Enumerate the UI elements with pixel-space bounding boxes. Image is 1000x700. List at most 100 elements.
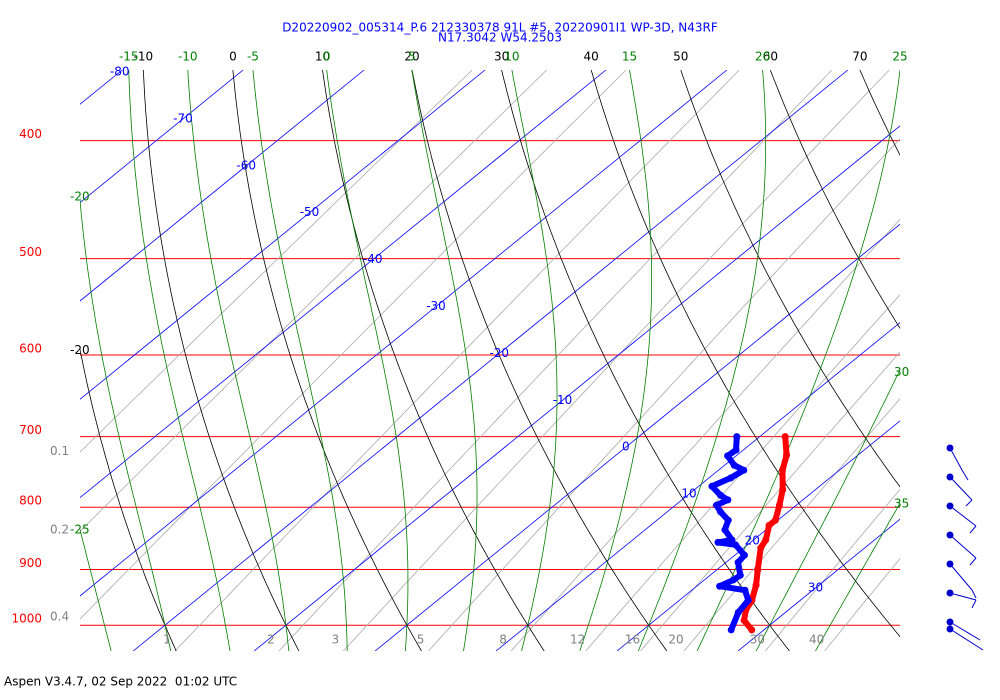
- moist-adiabat-label: 20: [755, 50, 770, 64]
- moist-adiabat: [80, 528, 112, 651]
- profile-point: [748, 626, 756, 634]
- dry-adiabat: [232, 70, 422, 651]
- profile-point: [741, 586, 749, 594]
- mixing-ratio-label: 1: [163, 633, 171, 647]
- y-tick-label: 800: [19, 494, 42, 508]
- dry-adiabat-label: 10: [315, 50, 330, 64]
- profile-point: [752, 581, 760, 589]
- profile-point: [729, 576, 737, 584]
- mixing-ratio-label: 0.1: [50, 444, 69, 458]
- moist-adiabat-label: -5: [247, 50, 259, 64]
- mixing-ratio-label: 12: [570, 633, 585, 647]
- moist-adiabat: [815, 502, 900, 651]
- isotherm: [737, 518, 900, 651]
- isotherm-label: -50: [300, 205, 320, 219]
- profile-point: [771, 516, 779, 524]
- mixing-ratio-line: [278, 70, 833, 651]
- profile-point: [733, 433, 741, 441]
- mixing-ratio-line: [764, 488, 900, 651]
- dry-adiabat: [411, 70, 668, 651]
- profile-point: [728, 536, 736, 544]
- wind-barbs: [946, 444, 984, 651]
- profile-point: [714, 538, 722, 546]
- profile-point: [724, 516, 732, 524]
- dry-adiabat-label: 30: [494, 50, 509, 64]
- dry-adiabat-label: -10: [134, 50, 154, 64]
- moist-adiabat: [511, 70, 558, 651]
- profile-point: [721, 526, 729, 534]
- y-tick-label: 500: [19, 245, 42, 259]
- dry-adiabat: [680, 70, 900, 488]
- profile-point: [732, 446, 740, 454]
- profile-point: [730, 461, 738, 469]
- profile-point: [713, 501, 721, 509]
- dry-adiabat-label: 20: [404, 50, 419, 64]
- chart-subtitle: N17.3042 W54.2503: [438, 31, 562, 45]
- moist-adiabat-label: 30: [894, 365, 909, 379]
- dry-adiabat: [142, 70, 300, 651]
- dry-adiabat-label: 70: [852, 50, 867, 64]
- isotherm: [80, 70, 728, 597]
- isotherm: [80, 70, 607, 499]
- profile-point: [740, 616, 748, 624]
- profile-point: [744, 596, 752, 604]
- isotherm: [80, 70, 486, 400]
- isotherm-label: -80: [110, 65, 130, 79]
- isotherm-label: -70: [173, 111, 193, 125]
- moist-adiabat-label: 5: [408, 50, 416, 64]
- profile-point: [775, 501, 783, 509]
- dry-adiabat: [80, 347, 177, 651]
- dry-adiabat: [769, 70, 900, 329]
- profile-point: [779, 486, 787, 494]
- isotherm-label: -20: [489, 346, 509, 360]
- mixing-ratio-label: 0.4: [50, 610, 69, 624]
- isotherm: [495, 322, 900, 651]
- moist-adiabat: [637, 70, 767, 651]
- mixing-ratio-line: [428, 138, 900, 651]
- moist-adiabat: [252, 70, 348, 651]
- isotherm: [374, 223, 900, 651]
- isotherm: [80, 70, 244, 204]
- moist-adiabat-label: 10: [504, 50, 519, 64]
- isotherm: [253, 125, 900, 651]
- mixing-ratio-line: [824, 557, 900, 651]
- profile-point: [731, 541, 739, 549]
- profile-point: [762, 536, 770, 544]
- profile-point: [740, 466, 748, 474]
- isotherm-label: 10: [681, 487, 696, 501]
- profile-point: [708, 482, 716, 490]
- mixing-ratio-line: [585, 294, 900, 651]
- isotherm-label: 30: [808, 580, 823, 594]
- mixing-ratio-line: [80, 70, 627, 620]
- chart-title: D20220902_005314_P.6 212330378 91L #5, 2…: [282, 21, 718, 35]
- profile-point: [734, 608, 742, 616]
- profile-point: [734, 558, 742, 566]
- moist-adiabat-label: -15: [119, 50, 139, 64]
- moist-adiabat: [755, 368, 900, 651]
- profile-point: [716, 491, 724, 499]
- dry-adiabat-label: 40: [584, 50, 599, 64]
- profile-point: [727, 626, 735, 634]
- moist-adiabat-label: -20: [70, 189, 90, 203]
- moist-adiabat: [80, 195, 172, 651]
- profile-point: [765, 521, 773, 529]
- mixing-ratio-line: [510, 218, 900, 651]
- isotherm-label: -30: [426, 299, 446, 313]
- dry-adiabat-label: 0: [229, 50, 237, 64]
- mixing-ratio-label: 2: [267, 633, 275, 647]
- mixing-ratio-line: [174, 70, 740, 651]
- mixing-ratio-line: [80, 70, 547, 532]
- isotherm-label: 20: [745, 534, 760, 548]
- isotherm: [132, 70, 849, 651]
- y-tick-label: 900: [19, 556, 42, 570]
- profile-point: [781, 433, 789, 441]
- moist-adiabat: [326, 70, 409, 651]
- mixing-ratio-label: 20: [668, 633, 683, 647]
- mixing-ratio-label: 3: [331, 633, 339, 647]
- y-tick-label: 1000: [11, 612, 42, 626]
- dry-adiabat-label: 60: [763, 50, 778, 64]
- profile-point: [727, 474, 735, 482]
